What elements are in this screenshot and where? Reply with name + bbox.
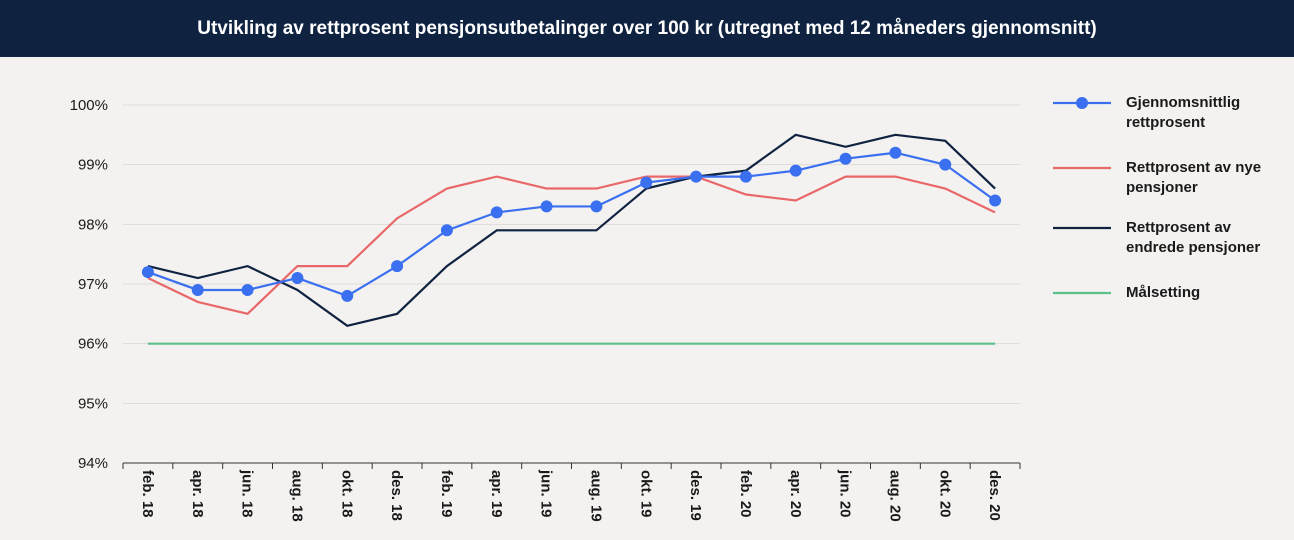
x-tick-label: feb. 19 <box>438 470 455 518</box>
marker <box>391 260 404 273</box>
marker <box>789 164 802 177</box>
marker <box>839 152 852 165</box>
legend-marker <box>1076 97 1088 109</box>
x-tick-label: des. 20 <box>986 470 1003 521</box>
marker <box>291 272 304 285</box>
marker <box>241 283 254 296</box>
marker <box>640 176 653 189</box>
legend-label: Rettprosent av endrede pensjoner <box>1126 219 1261 256</box>
y-tick-label: 98% <box>78 216 108 233</box>
plot: 94% 95% 96% 97% 98% 99% 100% feb. 18 apr. 18 jun.… <box>70 97 1021 522</box>
x-tick-label: apr. 20 <box>787 470 804 518</box>
marker <box>191 283 204 296</box>
marker <box>939 158 952 171</box>
x-tick-label: des. 18 <box>388 470 405 521</box>
x-tick-label: jun. 18 <box>239 469 256 518</box>
y-tick-label: 100% <box>70 97 108 114</box>
x-tick-label: okt. 18 <box>338 470 355 518</box>
x-tick-label: des. 19 <box>687 470 704 521</box>
marker <box>540 200 553 213</box>
x-tick-label: jun. 20 <box>837 469 854 518</box>
x-tick-label: aug. 20 <box>886 470 903 522</box>
legend-item: Målsetting <box>1053 283 1293 303</box>
legend-label: Gjennomsnittlig rettprosent <box>1126 94 1241 131</box>
chart-title: Utvikling av rettprosent pensjonsutbetal… <box>0 0 1294 57</box>
marker <box>440 224 453 237</box>
series-line <box>147 151 996 298</box>
y-tick-label: 97% <box>78 276 108 293</box>
legend-label: Rettprosent av nye pensjoner <box>1126 159 1262 196</box>
x-tick-label: apr. 18 <box>189 470 206 518</box>
x-tick-label: aug. 19 <box>587 470 604 522</box>
x-tick-label: okt. 20 <box>936 470 953 518</box>
legend-swatch <box>1053 226 1111 230</box>
legend-swatch <box>1053 97 1111 109</box>
legend-item: Gjennomsnittlig rettprosent <box>1053 93 1293 133</box>
x-tick-label: jun. 19 <box>538 469 555 518</box>
series-line <box>147 175 996 316</box>
marker <box>490 206 503 219</box>
y-tick-label: 96% <box>78 336 108 353</box>
x-tick-label: feb. 20 <box>737 470 754 518</box>
y-tick-label: 99% <box>78 157 108 174</box>
y-tick-label: 94% <box>78 455 108 472</box>
marker <box>590 200 603 213</box>
marker <box>141 266 154 279</box>
marker <box>989 194 1002 207</box>
y-tick-label: 95% <box>78 395 108 412</box>
legend-swatch <box>1053 291 1111 295</box>
marker <box>889 146 902 159</box>
legend-swatch <box>1053 166 1111 170</box>
legend-item: Rettprosent av nye pensjoner <box>1053 158 1293 198</box>
x-tick-label: okt. 19 <box>637 470 654 518</box>
marker <box>739 170 752 183</box>
x-tick-label: feb. 18 <box>139 470 156 518</box>
series-line <box>147 133 996 327</box>
legend-label: Målsetting <box>1126 284 1201 301</box>
marker <box>690 170 703 183</box>
x-tick-label: apr. 19 <box>488 470 505 518</box>
marker <box>341 289 354 302</box>
legend-item: Rettprosent av endrede pensjoner <box>1053 218 1293 258</box>
x-tick-label: aug. 18 <box>288 470 305 522</box>
